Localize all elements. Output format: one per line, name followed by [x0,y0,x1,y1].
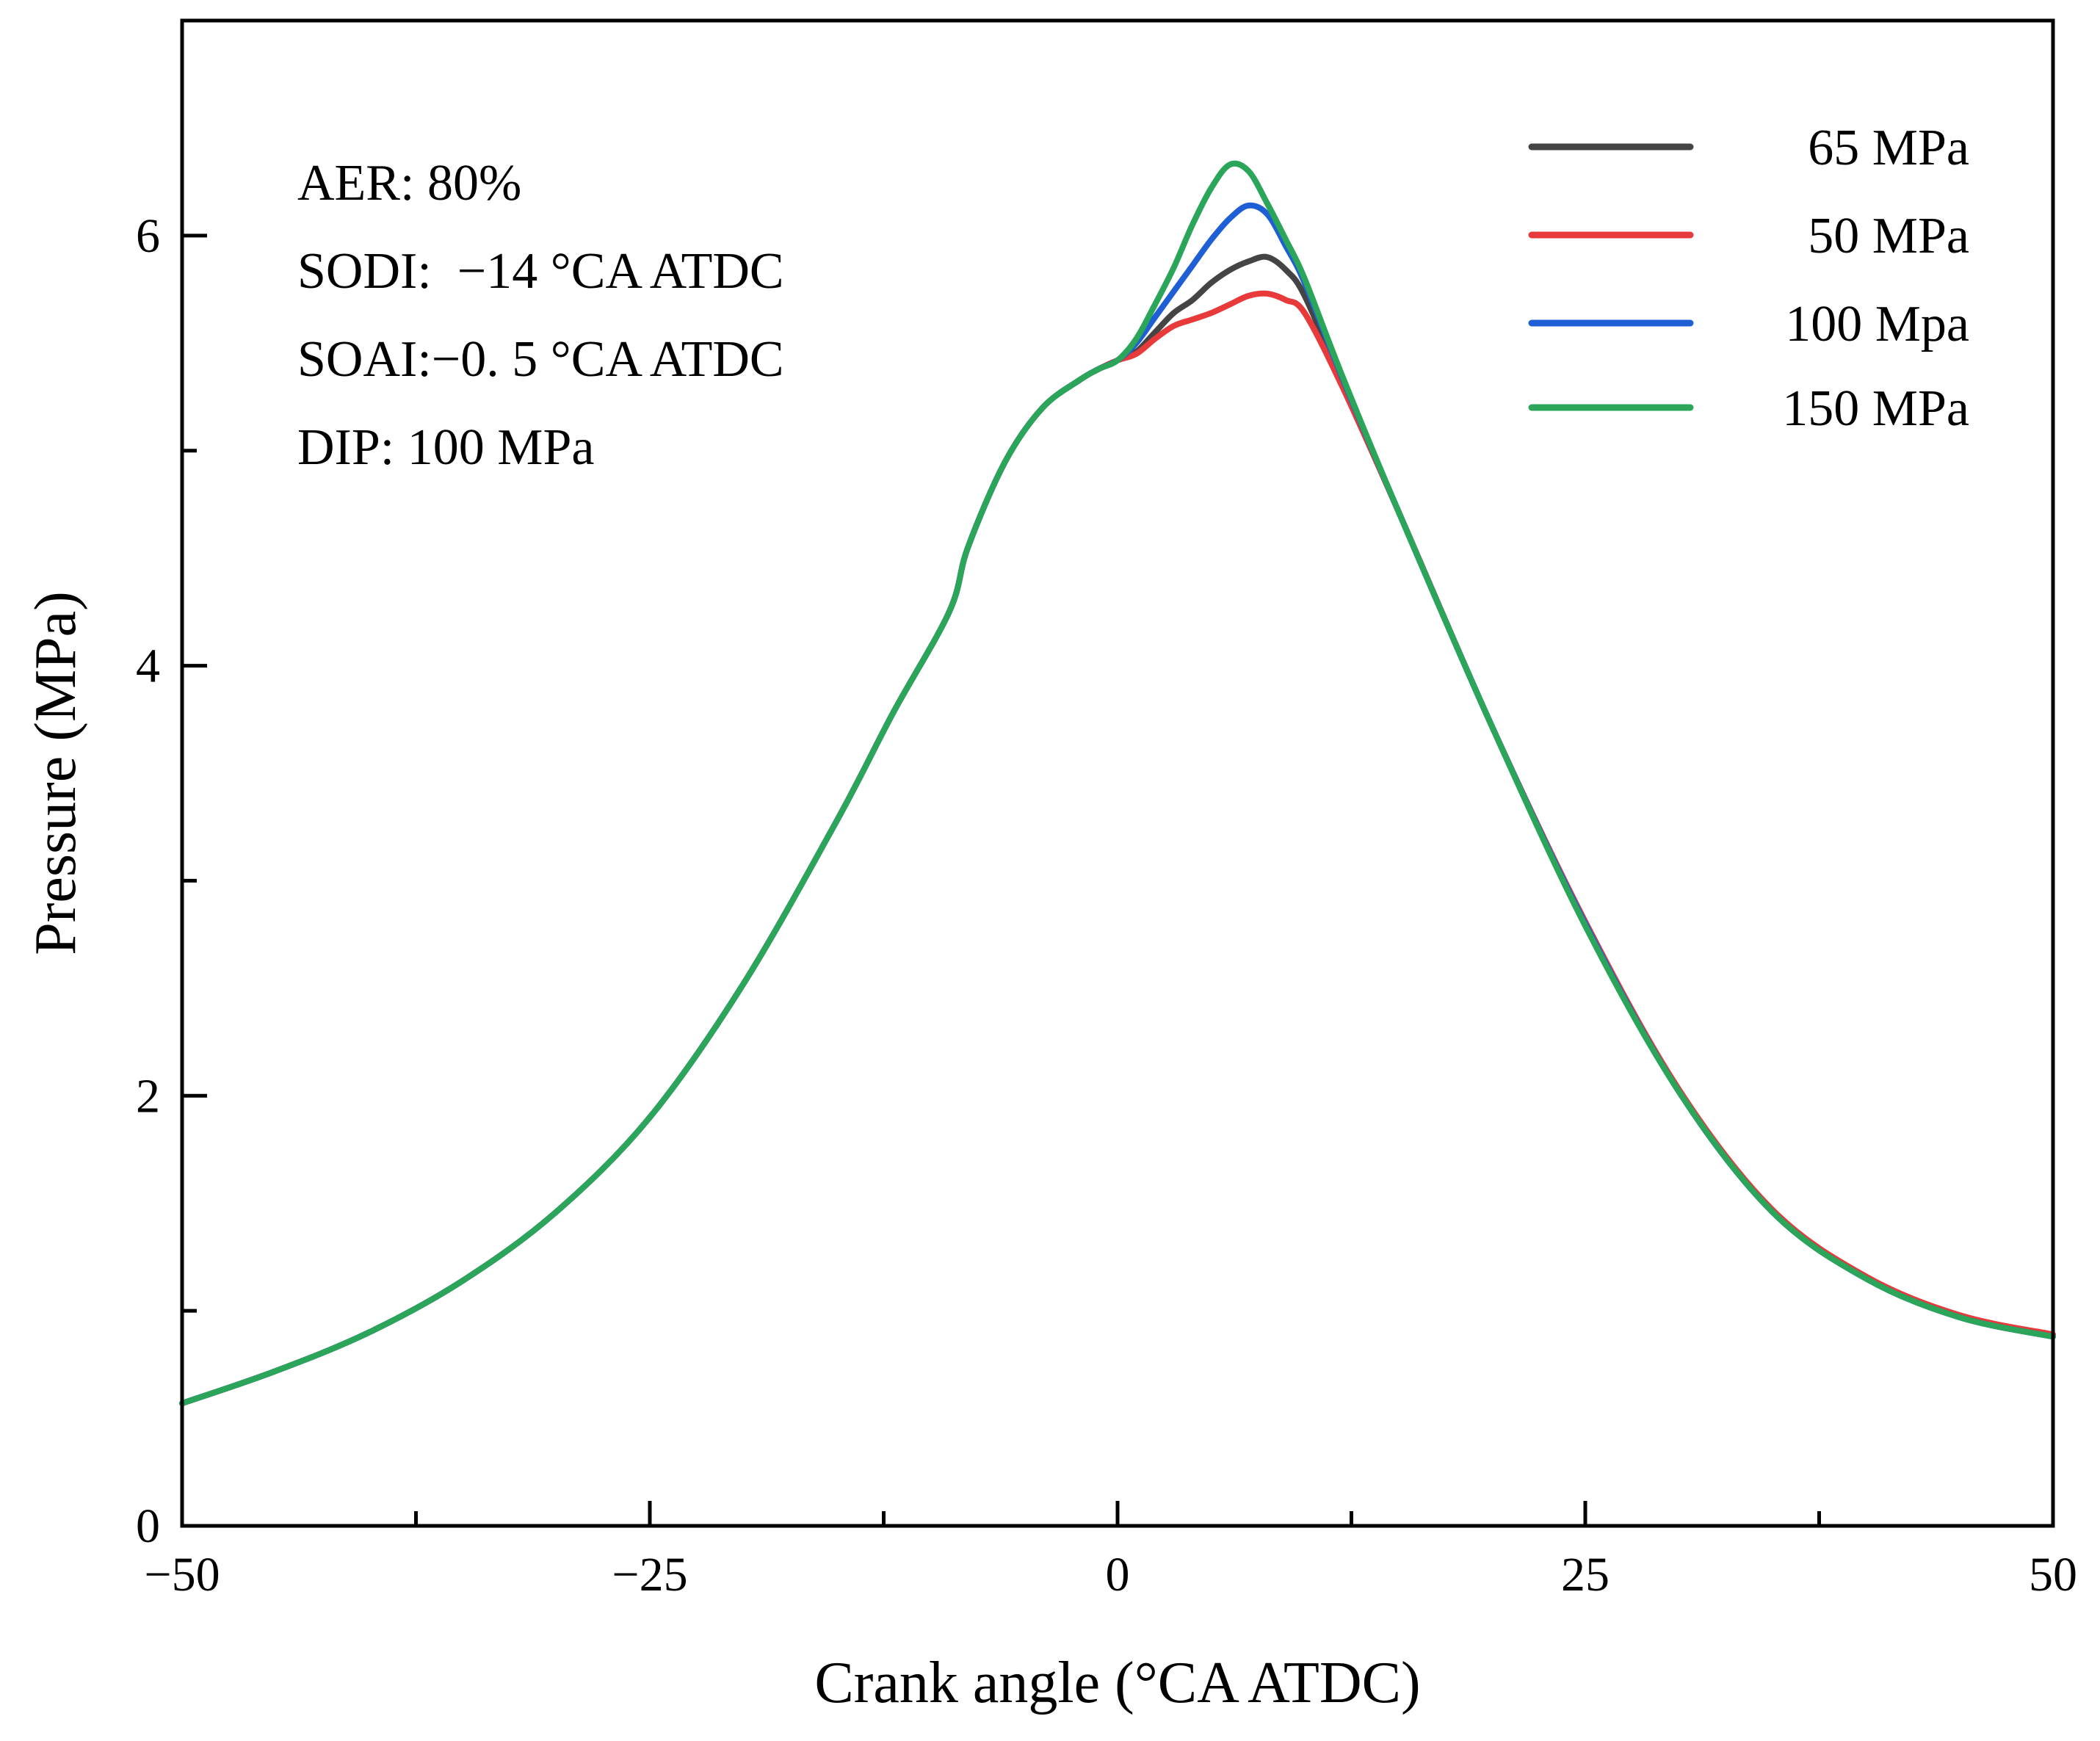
annotation-box: AER: 80% SODI: −14 °CA ATDC SOAI:−0. 5 °… [297,155,784,476]
legend-label-1: 65 MPa [1808,120,1969,176]
y-tick-label: 6 [136,209,160,263]
y-tick-label: 2 [136,1069,160,1123]
series-layer [179,160,2056,1407]
tick-labels-layer: −50 −25 0 25 50 0 2 4 6 [136,209,2077,1601]
legend-label-4: 150 MPa [1782,380,1969,437]
annotation-aer: AER: 80% [297,155,521,211]
x-tick-label: 50 [2029,1548,2077,1601]
series-line-4 [179,160,2056,1407]
y-tick-label: 4 [136,640,160,693]
legend-label-2: 50 MPa [1808,208,1969,264]
legend: 65 MPa 50 MPa 100 Mpa 150 MPa [1528,120,1969,437]
annotation-sodi: SODI: −14 °CA ATDC [297,243,784,300]
x-axis-label: Crank angle (°CA ATDC) [814,1651,1420,1715]
x-tick-label: −25 [612,1548,687,1601]
x-tick-label: −50 [144,1548,220,1601]
x-tick-label: 25 [1561,1548,1610,1601]
ticks-layer [182,234,1821,1526]
x-tick-label: 0 [1106,1548,1130,1601]
annotation-dip: DIP: 100 MPa [297,419,594,476]
y-tick-label: 0 [136,1499,160,1553]
y-axis-label: Pressure (MPa) [23,591,88,955]
annotation-soai: SOAI:−0. 5 °CA ATDC [297,331,784,388]
legend-label-3: 100 Mpa [1785,296,1969,352]
